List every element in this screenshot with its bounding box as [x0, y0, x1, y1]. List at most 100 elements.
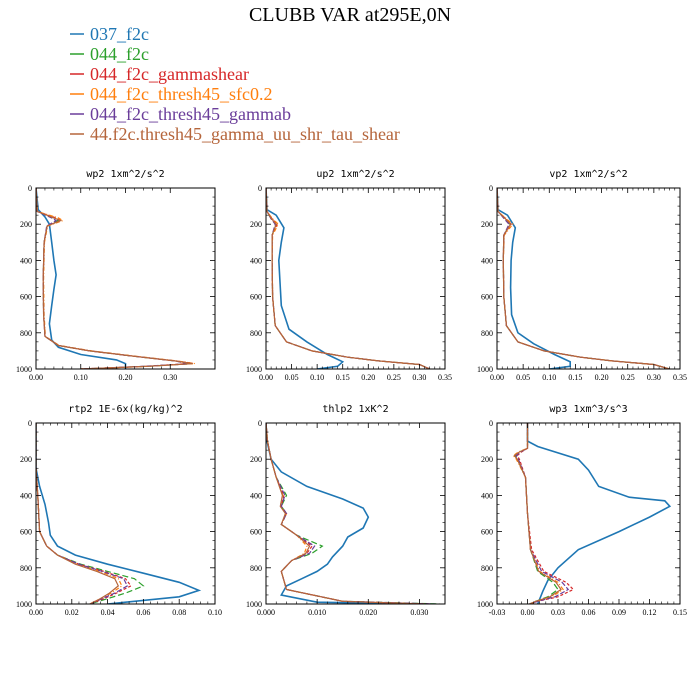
y-tick-label: 1000	[477, 365, 493, 374]
legend-entry: 044_f2c_gammashear	[70, 64, 249, 84]
figure-title: CLUBB VAR at295E,0N	[249, 4, 451, 26]
chart-panel: wp2 1xm^2/s^2 0.00 0.10 0.20 0.30 0 200 400 600 8…	[16, 169, 216, 382]
y-tick-label: 1000	[16, 365, 32, 374]
series-group	[266, 423, 440, 604]
x-tick-label: 0.10	[74, 373, 88, 382]
panel-title: wp3 1xm^3/s^3	[549, 404, 627, 415]
y-tick-label: 600	[481, 528, 493, 537]
legend-label: 044_f2c_gammashear	[90, 64, 249, 84]
x-tick-label: 0.06	[582, 608, 596, 617]
series-line-5	[266, 423, 435, 604]
y-tick-label: 200	[250, 220, 262, 229]
series-group	[36, 423, 202, 604]
y-tick-label: 800	[20, 564, 32, 573]
chart-panel: wp3 1xm^3/s^3 -0.03 0.00 0.03 0.06 0.09 0.12 0.…	[477, 404, 687, 617]
x-tick-label: 0.15	[673, 608, 687, 617]
panels: wp2 1xm^2/s^2 0.00 0.10 0.20 0.30 0 200 400 600 8…	[16, 169, 687, 617]
series-line-2	[266, 188, 430, 369]
y-tick-label: 400	[20, 491, 32, 500]
plot-frame	[496, 187, 681, 370]
series-line-3	[497, 188, 670, 369]
series-line-6	[266, 423, 425, 604]
series-line-2	[497, 188, 670, 369]
legend-entry: 044_f2c_thresh45_gammab	[70, 104, 291, 124]
panel-title: wp2 1xm^2/s^2	[86, 169, 164, 180]
x-tick-label: 0.00	[490, 373, 504, 382]
chart-panel: thlp2 1xK^2 0.000 0.010 0.020 0.030 0 200 400 60…	[246, 404, 446, 617]
chart-panel: rtp2 1E-6x(kg/kg)^2 0.00 0.02 0.04 0.06 0.08 0…	[16, 404, 222, 617]
x-tick-label: 0.35	[673, 373, 687, 382]
legend-label: 44.f2c.thresh45_gamma_uu_shr_tau_shear	[90, 124, 400, 144]
x-tick-label: 0.25	[621, 373, 635, 382]
y-tick-label: 200	[20, 220, 32, 229]
legend-label: 037_f2c	[90, 24, 149, 44]
x-tick-label: 0.020	[359, 608, 377, 617]
x-tick-label: 0.05	[516, 373, 530, 382]
y-tick-label: 400	[481, 491, 493, 500]
x-tick-label: 0.15	[568, 373, 582, 382]
x-tick-label: 0.10	[310, 373, 324, 382]
series-line-6	[36, 423, 120, 604]
legend-entry: 044_f2c	[70, 44, 149, 64]
x-tick-label: 0.00	[29, 608, 43, 617]
legend-label: 044_f2c_thresh45_sfc0.2	[90, 84, 272, 104]
x-tick-label: -0.03	[489, 608, 506, 617]
plot-frame	[265, 187, 446, 370]
y-tick-label: 400	[250, 491, 262, 500]
y-tick-label: 800	[20, 329, 32, 338]
y-tick-label: 800	[250, 329, 262, 338]
series-line-6	[36, 188, 193, 369]
x-tick-label: 0.10	[542, 373, 556, 382]
series-line-4	[266, 423, 425, 604]
legend-label: 044_f2c_thresh45_gammab	[90, 104, 291, 124]
y-tick-label: 1000	[246, 365, 262, 374]
x-tick-label: 0.030	[410, 608, 428, 617]
series-line-6	[497, 188, 670, 369]
series-line-5	[36, 188, 189, 369]
y-tick-label: 200	[20, 455, 32, 464]
y-tick-label: 0	[258, 419, 262, 428]
x-tick-label: 0.20	[119, 373, 133, 382]
series-line-3	[36, 423, 132, 604]
x-tick-label: 0.03	[551, 608, 565, 617]
series-line-6	[266, 188, 430, 369]
y-tick-label: 1000	[477, 600, 493, 609]
y-tick-label: 0	[28, 184, 32, 193]
x-tick-label: 0.06	[136, 608, 150, 617]
series-group	[497, 188, 670, 369]
x-tick-label: 0.20	[595, 373, 609, 382]
panel-title: vp2 1xm^2/s^2	[549, 169, 627, 180]
x-tick-label: 0.05	[285, 373, 299, 382]
y-tick-label: 600	[20, 528, 32, 537]
plot-frame	[35, 187, 216, 370]
series-line-6	[513, 423, 562, 604]
x-tick-label: 0.35	[438, 373, 452, 382]
series-line-3	[516, 423, 575, 604]
x-tick-label: 0.08	[172, 608, 186, 617]
legend-entry: 044_f2c_thresh45_sfc0.2	[70, 84, 272, 104]
y-tick-label: 400	[481, 256, 493, 265]
x-tick-label: 0.25	[387, 373, 401, 382]
plot-frame	[265, 422, 446, 605]
legend-entry: 44.f2c.thresh45_gamma_uu_shr_tau_shear	[70, 124, 400, 144]
panel-title: rtp2 1E-6x(kg/kg)^2	[68, 404, 182, 415]
y-tick-label: 600	[250, 528, 262, 537]
series-line-1	[36, 423, 202, 604]
series-line-2	[266, 423, 440, 604]
series-group	[512, 423, 672, 604]
y-tick-label: 1000	[16, 600, 32, 609]
chart-panel: vp2 1xm^2/s^2 0.00 0.05 0.10 0.15 0.20 0.25 0.3…	[477, 169, 687, 382]
y-tick-label: 0	[28, 419, 32, 428]
x-tick-label: 0.10	[208, 608, 222, 617]
panel-title: thlp2 1xK^2	[322, 404, 388, 415]
y-tick-label: 0	[258, 184, 262, 193]
y-tick-label: 400	[250, 256, 262, 265]
x-tick-label: 0.02	[65, 608, 79, 617]
series-line-2	[36, 423, 145, 604]
series-line-4	[36, 188, 195, 369]
series-group	[266, 188, 430, 369]
series-line-5	[266, 188, 430, 369]
y-tick-label: 600	[20, 293, 32, 302]
x-tick-label: 0.00	[521, 608, 535, 617]
y-tick-label: 600	[481, 293, 493, 302]
